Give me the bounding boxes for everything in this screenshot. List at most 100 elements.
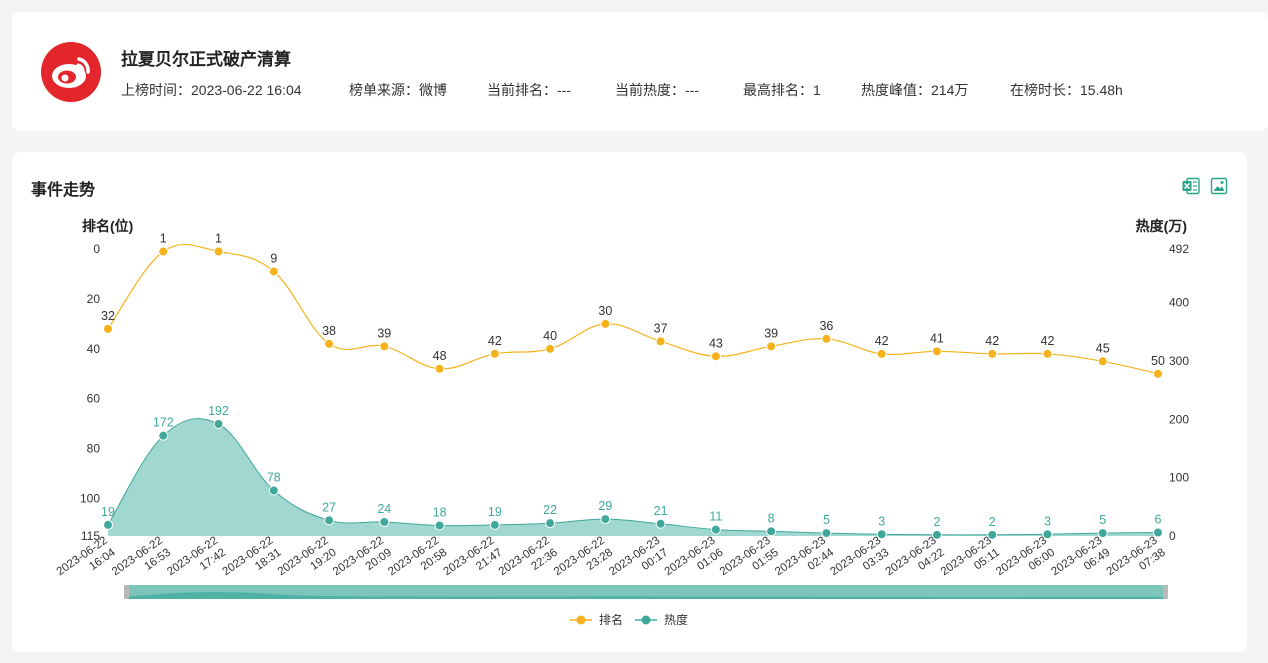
rank-point[interactable]: [600, 318, 611, 329]
meta-value: 1: [813, 82, 821, 98]
legend-heat-marker: [641, 615, 651, 625]
heat-point[interactable]: [434, 520, 445, 531]
rank-data-label: 36: [819, 319, 833, 333]
legend-heat-label: 热度: [664, 612, 688, 627]
legend-item-rank[interactable]: 排名: [570, 612, 623, 627]
right-axis-tick: 400: [1169, 296, 1189, 310]
heat-point[interactable]: [876, 529, 887, 540]
rank-point[interactable]: [931, 346, 942, 357]
heat-point[interactable]: [766, 526, 777, 537]
rank-data-label: 48: [433, 349, 447, 363]
meta-listed-time: 上榜时间：2023-06-22 16:04: [121, 80, 302, 100]
rank-point[interactable]: [1097, 356, 1108, 367]
event-header-card: 拉夏贝尔正式破产清算 上榜时间：2023-06-22 16:04 榜单来源：微博…: [12, 12, 1268, 131]
rank-point[interactable]: [876, 348, 887, 359]
rank-data-label: 32: [101, 309, 115, 323]
heat-point[interactable]: [1097, 528, 1108, 539]
rank-point[interactable]: [821, 333, 832, 344]
right-axis-tick: 100: [1169, 471, 1189, 485]
meta-duration: 在榜时长：15.48h: [1010, 80, 1123, 100]
meta-label: 当前排名：: [487, 82, 557, 98]
heat-point[interactable]: [324, 515, 335, 526]
rank-point[interactable]: [268, 266, 279, 277]
rank-data-label: 41: [930, 331, 944, 345]
left-axis-tick: 115: [81, 529, 100, 543]
heat-point[interactable]: [379, 517, 390, 527]
rank-line: [107, 243, 1159, 375]
rank-point[interactable]: [434, 363, 445, 374]
left-axis-tick: 60: [87, 392, 101, 406]
rank-point[interactable]: [766, 341, 777, 352]
meta-label: 最高排名：: [743, 82, 813, 98]
rank-data-label: 50: [1151, 354, 1165, 368]
right-axis-tick: 200: [1169, 412, 1189, 426]
rank-point[interactable]: [379, 341, 390, 352]
heat-point[interactable]: [655, 518, 666, 529]
rank-data-label: 37: [654, 321, 668, 335]
meta-value: 微博: [419, 82, 447, 98]
heat-point[interactable]: [600, 514, 611, 525]
rank-data-label: 45: [1096, 341, 1110, 355]
meta-value: ---: [685, 82, 699, 98]
trend-chart-card: 事件走势 排名(位) 热度(万) 0 20 40 60 80 100 115 0 100 200…: [12, 152, 1247, 652]
legend-item-heat[interactable]: 热度: [635, 612, 688, 627]
legend-rank-label: 排名: [599, 612, 623, 627]
heat-point[interactable]: [268, 485, 279, 496]
rank-point[interactable]: [987, 348, 998, 359]
right-axis-tick: 492: [1169, 242, 1189, 256]
left-axis-tick: 20: [87, 292, 101, 306]
rank-point[interactable]: [1042, 348, 1053, 359]
heat-data-label: 11: [709, 510, 722, 524]
heat-data-label: 2: [933, 515, 940, 529]
rank-point[interactable]: [545, 343, 556, 354]
meta-label: 热度峰值：: [861, 82, 931, 98]
excel-export-icon[interactable]: [1181, 176, 1201, 196]
heat-data-label: 5: [1099, 513, 1106, 527]
heat-point[interactable]: [545, 518, 556, 529]
rank-point[interactable]: [103, 323, 113, 334]
heat-point[interactable]: [213, 419, 224, 429]
heat-data-label: 3: [1044, 514, 1051, 528]
rank-data-label: 39: [764, 326, 778, 340]
zoom-slider-track[interactable]: [128, 585, 1166, 599]
right-axis-tick: 0: [1169, 529, 1176, 543]
heat-point[interactable]: [821, 528, 832, 539]
right-axis-tick: 300: [1169, 354, 1189, 368]
rank-point[interactable]: [158, 246, 169, 257]
rank-point[interactable]: [324, 338, 335, 349]
meta-current-heat: 当前热度：---: [615, 80, 699, 100]
zoom-handle-right[interactable]: [1163, 585, 1168, 599]
zoom-handle-left[interactable]: [124, 585, 129, 599]
heat-point[interactable]: [489, 519, 500, 530]
rank-point[interactable]: [489, 348, 500, 359]
heat-point[interactable]: [710, 524, 721, 535]
heat-data-label: 18: [433, 506, 447, 520]
rank-point[interactable]: [213, 246, 224, 257]
heat-point[interactable]: [1042, 529, 1053, 540]
heat-data-label: 21: [654, 504, 668, 518]
left-axis-tick: 80: [87, 442, 101, 456]
meta-value: 214万: [931, 82, 969, 98]
rank-data-label: 42: [985, 334, 999, 348]
heat-point[interactable]: [158, 430, 169, 441]
heat-point[interactable]: [103, 519, 113, 530]
heat-data-label: 2: [989, 515, 996, 529]
left-axis-tick: 40: [87, 342, 101, 356]
rank-point[interactable]: [1153, 368, 1163, 379]
rank-data-label: 39: [377, 326, 391, 340]
rank-point[interactable]: [655, 336, 666, 347]
heat-data-label: 78: [267, 471, 281, 485]
rank-point[interactable]: [710, 351, 721, 362]
image-export-icon[interactable]: [1209, 176, 1229, 196]
heat-data-label: 8: [768, 511, 775, 525]
heat-data-label: 6: [1155, 513, 1162, 527]
rank-data-label: 30: [598, 304, 612, 318]
meta-best-rank: 最高排名：1: [743, 80, 821, 100]
weibo-logo-icon: [41, 42, 101, 102]
meta-value: ---: [557, 82, 571, 98]
heat-point[interactable]: [931, 529, 942, 540]
heat-point[interactable]: [987, 529, 998, 540]
meta-value: 15.48h: [1080, 82, 1123, 98]
heat-point[interactable]: [1153, 527, 1163, 538]
rank-data-label: 9: [270, 251, 277, 265]
